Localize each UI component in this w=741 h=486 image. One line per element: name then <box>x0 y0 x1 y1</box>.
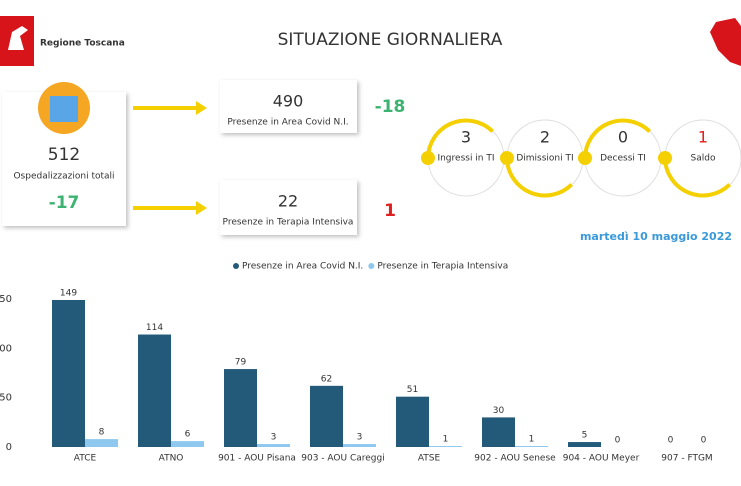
bar <box>224 369 257 447</box>
bar <box>138 334 171 447</box>
y-tick-label: 100 <box>0 343 12 354</box>
bar <box>171 441 204 447</box>
data-label: 114 <box>146 323 163 333</box>
summary-value: 512 <box>48 145 80 165</box>
flow-dot <box>658 151 672 165</box>
date: martedì 10 maggio 2022 <box>580 230 732 243</box>
brand: Regione Toscana <box>40 39 125 49</box>
y-tick-label: 0 <box>6 442 12 453</box>
x-tick-label: ATSE <box>418 454 441 464</box>
flow-label: Saldo <box>691 154 716 164</box>
x-tick-label: 902 - AOU Senese <box>474 454 556 464</box>
x-tick-label: 903 - AOU Careggi <box>301 454 384 464</box>
data-label: 5 <box>582 431 588 441</box>
card-delta: -18 <box>375 97 406 117</box>
chart: 050100150Presenze in Area Covid N.I.Pres… <box>0 262 713 464</box>
data-label: 149 <box>60 288 77 298</box>
legend-swatch <box>368 263 375 269</box>
data-label: 62 <box>321 374 332 384</box>
flow-dot <box>578 151 592 165</box>
arrow-head <box>196 101 207 115</box>
legend-label: Presenze in Terapia Intensiva <box>377 262 508 272</box>
data-label: 3 <box>271 433 277 443</box>
x-tick-label: ATNO <box>159 454 184 464</box>
bar <box>482 417 515 447</box>
bar <box>343 444 376 447</box>
flow-value: 0 <box>618 128 628 147</box>
flow-label: Decessi TI <box>600 154 646 164</box>
data-label: 30 <box>493 406 505 416</box>
flow-arc <box>663 157 731 198</box>
hospital-icon-building <box>50 96 78 122</box>
flow-arc <box>426 118 494 159</box>
y-tick-label: 50 <box>0 393 12 404</box>
data-label: 6 <box>185 430 191 440</box>
legend-label: Presenze in Area Covid N.I. <box>242 262 363 272</box>
flow: 3 Ingressi in TI 2 Dimissioni TI 0 Decessi TI… <box>421 118 741 198</box>
region-map <box>710 18 741 66</box>
logo-horse <box>8 26 28 50</box>
data-label: 1 <box>443 435 449 445</box>
x-tick-label: 901 - AOU Pisana <box>218 454 296 464</box>
card <box>220 180 357 235</box>
flow-arc <box>583 118 651 159</box>
flow-value: 3 <box>461 128 471 147</box>
data-label: 79 <box>235 358 247 368</box>
data-label: 1 <box>529 435 535 445</box>
card <box>220 80 357 133</box>
bar <box>396 396 429 447</box>
flow-dot <box>500 151 514 165</box>
data-label: 0 <box>615 436 621 446</box>
flow-arc <box>505 157 573 198</box>
data-label: 0 <box>668 436 674 446</box>
data-label: 0 <box>701 436 707 446</box>
x-tick-label: ATCE <box>74 454 97 464</box>
card-delta: 1 <box>384 201 396 221</box>
data-label: 3 <box>357 433 363 443</box>
flow-label: Dimissioni TI <box>516 154 573 164</box>
summary-label: Ospedalizzazioni totali <box>13 172 114 182</box>
title: SITUAZIONE GIORNALIERA <box>278 30 503 50</box>
legend-swatch <box>233 263 239 269</box>
data-label: 51 <box>407 385 418 395</box>
x-tick-label: 907 - FTGM <box>661 454 712 464</box>
arrows <box>133 101 207 215</box>
bar <box>568 442 601 447</box>
flow-dot <box>421 151 435 165</box>
card-value: 490 <box>273 92 304 111</box>
x-tick-label: 904 - AOU Meyer <box>563 454 640 464</box>
arrow-head <box>196 201 207 215</box>
summary-delta: -17 <box>49 193 80 213</box>
data-label: 8 <box>99 428 105 438</box>
card-label: Presenze in Terapia Intensiva <box>223 218 354 228</box>
bar <box>52 299 85 447</box>
flow-value: 1 <box>698 128 708 147</box>
y-tick-label: 150 <box>0 294 12 305</box>
bar <box>257 444 290 447</box>
bar <box>515 446 548 447</box>
flow-value: 2 <box>540 128 550 147</box>
card-value: 22 <box>278 192 298 211</box>
bar <box>85 439 118 447</box>
card-label: Presenze in Area Covid N.I. <box>227 118 348 128</box>
bar <box>429 446 462 447</box>
bar <box>310 385 343 447</box>
flow-label: Ingressi in TI <box>437 154 494 164</box>
